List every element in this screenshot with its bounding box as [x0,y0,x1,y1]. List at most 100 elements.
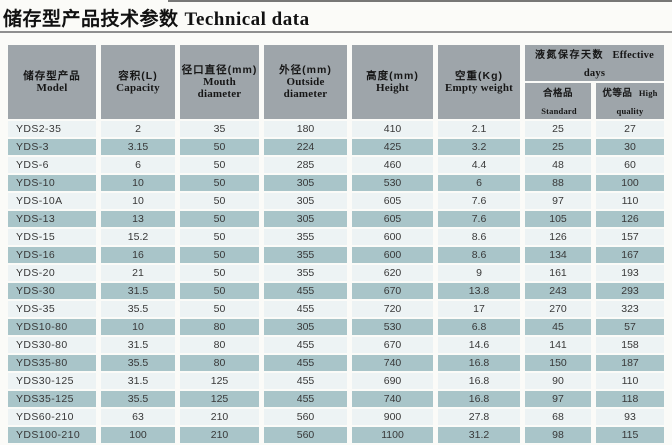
value-cell: 740 [352,355,433,371]
value-cell: 90 [525,373,591,389]
model-cell: YDS2-35 [8,121,96,137]
value-cell: 97 [525,391,591,407]
value-cell: 605 [352,211,433,227]
value-cell: 118 [596,391,665,407]
value-cell: 16 [101,247,175,263]
value-cell: 7.6 [438,193,520,209]
value-cell: 455 [264,391,347,407]
technical-data-table: 储存型产品 Model 容积(L) Capacity 径口直径(mm) Mout… [3,43,669,445]
value-cell: 210 [180,427,259,443]
value-cell: 134 [525,247,591,263]
technical-data-table-wrap: 储存型产品 Model 容积(L) Capacity 径口直径(mm) Mout… [3,43,669,445]
value-cell: 305 [264,193,347,209]
column-header-outside-diameter-en: Outside diameter [283,76,328,100]
model-cell: YDS-10 [8,175,96,191]
value-cell: 45 [525,319,591,335]
model-cell: YDS-15 [8,229,96,245]
value-cell: 455 [264,373,347,389]
table-header: 储存型产品 Model 容积(L) Capacity 径口直径(mm) Mout… [8,45,665,119]
column-header-outside-diameter: 外径(mm) Outside diameter [264,45,347,119]
value-cell: 88 [525,175,591,191]
value-cell: 15.2 [101,229,175,245]
value-cell: 158 [596,337,665,353]
value-cell: 25 [525,121,591,137]
value-cell: 50 [180,265,259,281]
value-cell: 93 [596,409,665,425]
column-header-outside-diameter-zh: 外径(mm) [279,64,332,76]
value-cell: 1100 [352,427,433,443]
value-cell: 10 [101,193,175,209]
value-cell: 110 [596,373,665,389]
column-header-empty-weight: 空重(Kg) Empty weight [438,45,520,119]
value-cell: 57 [596,319,665,335]
value-cell: 98 [525,427,591,443]
value-cell: 455 [264,283,347,299]
table-row: YDS35-125 35.5 125 455 740 16.8 97 118 [8,391,665,407]
value-cell: 27.8 [438,409,520,425]
table-row: YDS-35 35.5 50 455 720 17 270 323 [8,301,665,317]
model-cell: YDS-35 [8,301,96,317]
value-cell: 243 [525,283,591,299]
value-cell: 35.5 [101,301,175,317]
value-cell: 31.5 [101,337,175,353]
value-cell: 31.5 [101,373,175,389]
table-row: YDS10-80 10 80 305 530 6.8 45 57 [8,319,665,335]
column-subheader-high-quality-zh: 优等品 [602,88,633,99]
value-cell: 25 [525,139,591,155]
value-cell: 355 [264,265,347,281]
value-cell: 293 [596,283,665,299]
value-cell: 4.4 [438,157,520,173]
column-header-mouth-diameter: 径口直径(mm) Mouth diameter [180,45,259,119]
column-subheader-standard-zh: 合格品 [542,88,573,99]
value-cell: 48 [525,157,591,173]
value-cell: 31.5 [101,283,175,299]
column-subheader-standard-en: Standard [541,106,577,116]
table-row: YDS-13 13 50 305 605 7.6 105 126 [8,211,665,227]
value-cell: 80 [180,355,259,371]
value-cell: 2 [101,121,175,137]
value-cell: 80 [180,337,259,353]
value-cell: 16.8 [438,373,520,389]
value-cell: 110 [596,193,665,209]
value-cell: 167 [596,247,665,263]
value-cell: 50 [180,157,259,173]
value-cell: 2.1 [438,121,520,137]
value-cell: 125 [180,391,259,407]
page-title-english: Technical data [184,9,310,30]
page-title-chinese: 储存型产品技术参数 [3,9,179,30]
value-cell: 125 [180,373,259,389]
value-cell: 14.6 [438,337,520,353]
value-cell: 6 [101,157,175,173]
column-group-header-effective-days: 液氮保存天数 Effective days [525,45,665,81]
value-cell: 27 [596,121,665,137]
column-group-header-effective-days-zh: 液氮保存天数 [535,50,605,61]
value-cell: 50 [180,139,259,155]
table-row: YDS-15 15.2 50 355 600 8.6 126 157 [8,229,665,245]
column-subheader-standard: 合格品 Standard [525,83,591,119]
value-cell: 410 [352,121,433,137]
value-cell: 50 [180,211,259,227]
value-cell: 126 [525,229,591,245]
column-header-model-en: Model [36,82,68,94]
value-cell: 530 [352,319,433,335]
table-row: YDS-6 6 50 285 460 4.4 48 60 [8,157,665,173]
value-cell: 35.5 [101,355,175,371]
value-cell: 180 [264,121,347,137]
value-cell: 210 [180,409,259,425]
column-header-empty-weight-zh: 空重(Kg) [455,70,503,82]
value-cell: 17 [438,301,520,317]
table-row: YDS-30 31.5 50 455 670 13.8 243 293 [8,283,665,299]
value-cell: 3.2 [438,139,520,155]
model-cell: YDS-10A [8,193,96,209]
model-cell: YDS35-125 [8,391,96,407]
table-row: YDS30-125 31.5 125 455 690 16.8 90 110 [8,373,665,389]
column-header-height-en: Height [376,82,409,94]
value-cell: 10 [101,175,175,191]
value-cell: 7.6 [438,211,520,227]
column-header-mouth-diameter-en: Mouth diameter [197,76,242,100]
value-cell: 460 [352,157,433,173]
value-cell: 530 [352,175,433,191]
value-cell: 13.8 [438,283,520,299]
value-cell: 285 [264,157,347,173]
value-cell: 13 [101,211,175,227]
